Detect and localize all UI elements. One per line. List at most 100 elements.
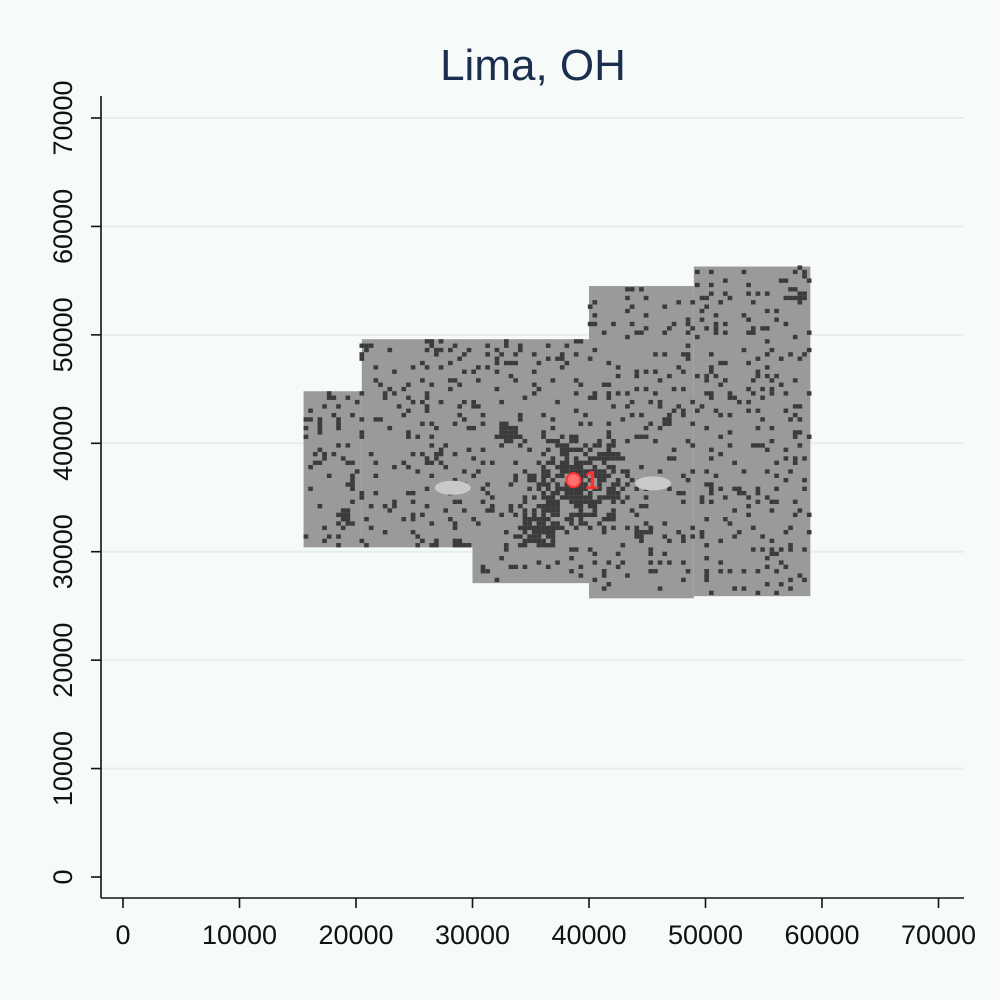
heatmap-cell	[364, 543, 369, 548]
heatmap-cell	[704, 469, 709, 474]
heatmap-cell	[699, 295, 705, 301]
heatmap-cell	[499, 430, 504, 435]
heatmap-cell	[792, 412, 798, 418]
heatmap-cell	[676, 300, 682, 305]
heatmap-cell	[792, 404, 798, 409]
heatmap-cell	[513, 512, 518, 518]
heatmap-cell	[573, 547, 579, 552]
heatmap-cell	[629, 508, 635, 513]
heatmap-cell	[708, 365, 714, 370]
heatmap-cell	[578, 508, 584, 513]
heatmap-cell	[350, 521, 355, 526]
heatmap-cell	[485, 343, 490, 348]
heatmap-cell	[541, 430, 546, 435]
heatmap-cell	[387, 508, 393, 513]
heatmap-cell	[643, 295, 649, 301]
heatmap-cell	[462, 352, 467, 357]
x-tick-label: 10000	[202, 920, 277, 950]
heatmap-cell	[615, 477, 621, 483]
heatmap-cell	[489, 508, 495, 513]
heatmap-cell	[750, 525, 756, 531]
heatmap-cell	[755, 590, 761, 596]
heatmap-cell	[471, 473, 476, 478]
heatmap-cell	[699, 317, 705, 322]
heatmap-cell	[503, 425, 509, 431]
heatmap-cell	[699, 308, 705, 314]
heatmap-cell	[727, 391, 733, 396]
heatmap-cell	[531, 538, 537, 544]
heatmap-cell	[802, 477, 807, 483]
heatmap-cell	[326, 395, 332, 400]
heatmap-cell	[755, 443, 761, 448]
heatmap-cell	[704, 373, 709, 379]
heatmap-cell	[578, 490, 584, 496]
heatmap-cell	[569, 556, 574, 561]
heatmap-cell	[452, 451, 458, 457]
heatmap-cell	[643, 504, 649, 509]
heatmap-cell	[587, 421, 593, 426]
heatmap-cell	[704, 577, 709, 583]
heatmap-cell	[434, 538, 439, 544]
heatmap-cell	[308, 417, 313, 422]
x-tick-label: 20000	[318, 920, 393, 950]
heatmap-cell	[522, 395, 528, 400]
heatmap-cell	[727, 295, 733, 301]
heatmap-cell	[410, 530, 416, 535]
heatmap-cell	[536, 386, 542, 392]
heatmap-cell	[704, 482, 709, 487]
heatmap-cell	[303, 534, 309, 539]
heatmap-cell	[471, 399, 476, 405]
heatmap-cell	[420, 399, 425, 405]
heatmap-cell	[699, 499, 705, 505]
heatmap-cell	[592, 464, 598, 470]
heatmap-cell	[438, 399, 444, 405]
heatmap-cell	[727, 569, 733, 574]
heatmap-cell	[368, 343, 374, 348]
heatmap-cell	[475, 469, 481, 474]
heatmap-cell	[597, 482, 602, 487]
heatmap-cell	[685, 321, 691, 327]
heatmap-cell	[788, 577, 793, 583]
heatmap-cell	[695, 408, 700, 413]
heatmap-cell	[466, 543, 472, 548]
heatmap-cell	[573, 456, 579, 461]
heatmap-cell	[797, 404, 803, 409]
heatmap-cell	[531, 517, 537, 522]
heatmap-cell	[783, 278, 789, 283]
heatmap-cell	[420, 451, 425, 457]
heatmap-cell	[606, 560, 612, 565]
y-tick-label: 60000	[48, 189, 78, 264]
heatmap-cell	[308, 464, 313, 470]
heatmap-cell	[340, 456, 346, 461]
heatmap-cell	[708, 456, 714, 461]
heatmap-cell	[695, 334, 700, 340]
heatmap-cell	[489, 460, 495, 465]
heatmap-cell	[806, 530, 812, 535]
heatmap-cell	[410, 499, 416, 505]
heatmap-cell	[704, 304, 709, 309]
heatmap-cell	[494, 369, 500, 374]
heatmap-cell	[634, 486, 640, 491]
heatmap-cell	[606, 447, 612, 452]
heatmap-cell	[522, 564, 528, 570]
heatmap-cell	[764, 352, 770, 357]
heatmap-cell	[317, 460, 323, 465]
heatmap-cell	[406, 464, 411, 470]
heatmap-cell	[643, 521, 649, 526]
heatmap-cell	[513, 460, 518, 465]
heatmap-cell	[713, 373, 719, 379]
heatmap-cell	[420, 421, 425, 426]
heatmap-cell	[382, 391, 388, 396]
heatmap-cell	[764, 308, 770, 314]
heatmap-cell	[708, 490, 714, 496]
heatmap-cell	[536, 504, 542, 509]
light-patch	[434, 480, 471, 495]
heatmap-cell	[448, 360, 453, 366]
heatmap-cell	[340, 517, 346, 522]
heatmap-cell	[410, 451, 416, 457]
heatmap-cell	[541, 525, 546, 531]
heatmap-cell	[541, 469, 546, 474]
heatmap-cell	[536, 543, 542, 548]
heatmap-cell	[788, 543, 793, 548]
